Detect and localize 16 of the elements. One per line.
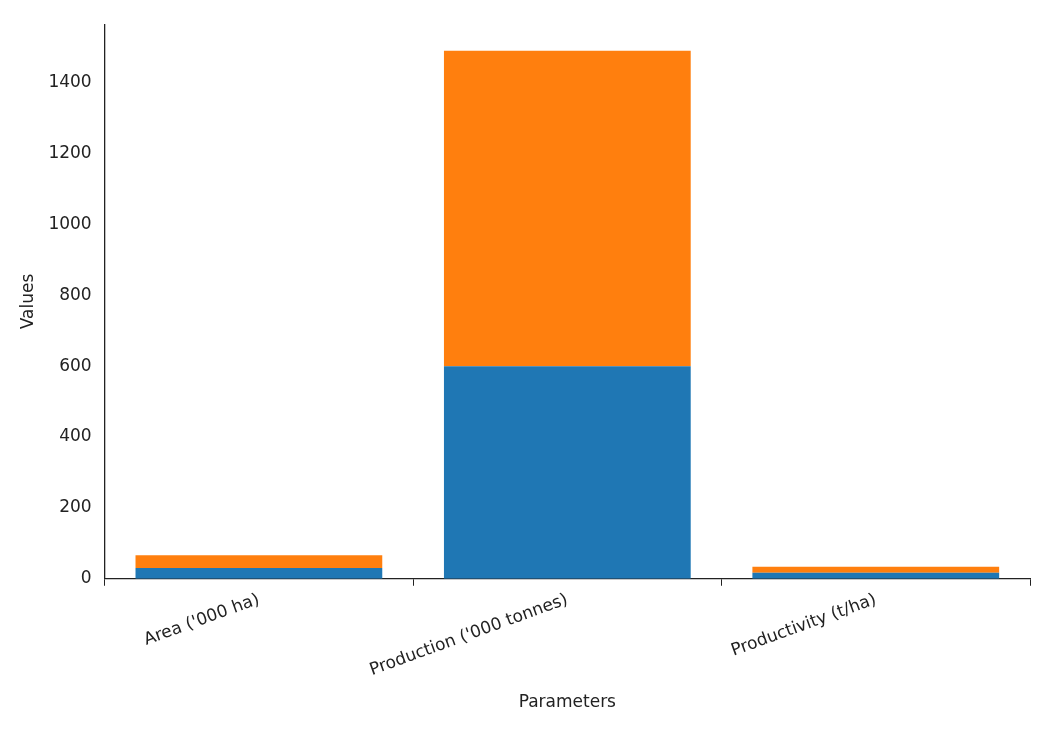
y-tick-label: 600 [59, 354, 92, 375]
y-tick-label: 1000 [48, 212, 92, 233]
bar [443, 366, 691, 579]
bar [443, 50, 691, 367]
x-axis-title: Parameters [518, 691, 617, 712]
y-tick-label: 200 [59, 496, 92, 517]
bar [135, 568, 383, 579]
bar [752, 566, 1000, 573]
y-tick-label: 0 [80, 567, 92, 588]
y-tick-label: 400 [59, 425, 92, 446]
y-tick-label: 1200 [48, 141, 92, 162]
y-tick-label: 800 [59, 283, 92, 304]
y-tick-label: 1400 [48, 71, 92, 92]
x-tick-label: Area ('000 ha) [140, 588, 262, 649]
y-axis-title: Values [16, 273, 37, 330]
bar [135, 555, 383, 569]
